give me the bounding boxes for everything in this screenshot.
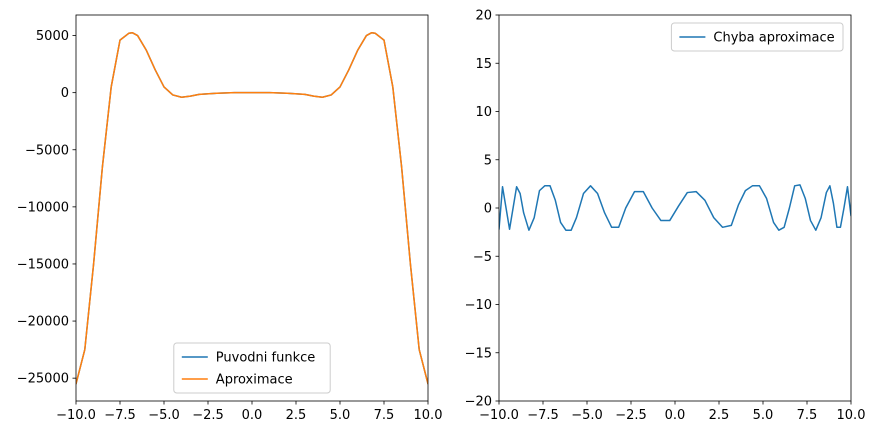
y-tick-label: −25000: [17, 372, 69, 387]
y-tick-label: −5000: [25, 143, 69, 158]
x-tick-label: −2.5: [615, 408, 647, 423]
legend-label: Chyba aproximace: [713, 31, 834, 46]
legend-label: Puvodni funkce: [216, 351, 315, 366]
y-tick-label: −20000: [17, 315, 69, 330]
x-tick-label: −7.5: [104, 408, 136, 423]
x-tick-label: 5.0: [753, 408, 774, 423]
legend: Puvodni funkce Aproximace: [173, 342, 331, 394]
series-line-chyba-aproximace: [499, 184, 851, 231]
x-tick-label: 7.5: [797, 408, 818, 423]
y-tick-label: −5: [473, 250, 492, 265]
y-tick-label: −15000: [17, 257, 69, 272]
x-tick-label: 2.5: [286, 408, 307, 423]
legend-label: Aproximace: [216, 373, 293, 388]
y-tick-label: −20: [465, 395, 492, 410]
right-subplot: −10.0 −7.5 −5.0 −2.5 0.0 2.5 5.0 7.5 10.0 20 15 10 5…: [465, 9, 866, 424]
left-subplot: −10.0 −7.5 −5.0 −2.5 0.0 2.5 5.0 7.5 10.0 5000 0 −5…: [17, 14, 443, 423]
y-tick-label: 5000: [36, 29, 69, 44]
x-tick-label: −10.0: [56, 408, 96, 423]
x-tick-label: 2.5: [709, 408, 730, 423]
x-tick-label: −10.0: [479, 408, 519, 423]
y-tick-label: 5: [484, 153, 492, 168]
x-tick-label: 0.0: [665, 408, 686, 423]
x-tick-label: −7.5: [527, 408, 559, 423]
y-tick-label: 10: [475, 105, 492, 120]
series-line-aproximace: [76, 31, 428, 385]
x-tick-label: 0.0: [242, 408, 263, 423]
y-tick-label: 15: [475, 57, 492, 72]
legend-box: [670, 22, 844, 52]
x-tick-label: −5.0: [571, 408, 603, 423]
x-tick-label: 7.5: [374, 408, 395, 423]
y-tick-label: −15: [465, 346, 492, 361]
y-tick-label: −10: [465, 298, 492, 313]
legend: Chyba aproximace: [670, 22, 844, 52]
x-tick-label: −5.0: [148, 408, 180, 423]
legend-box: [173, 342, 331, 394]
x-tick-label: 10.0: [414, 408, 443, 423]
x-tick-label: 5.0: [330, 408, 351, 423]
y-tick-label: 20: [475, 9, 492, 24]
x-tick-label: 10.0: [837, 408, 866, 423]
y-tick-label: 0: [61, 86, 69, 101]
y-tick-label: −10000: [17, 200, 69, 215]
x-tick-label: −2.5: [192, 408, 224, 423]
y-tick-label: 0: [484, 202, 492, 217]
